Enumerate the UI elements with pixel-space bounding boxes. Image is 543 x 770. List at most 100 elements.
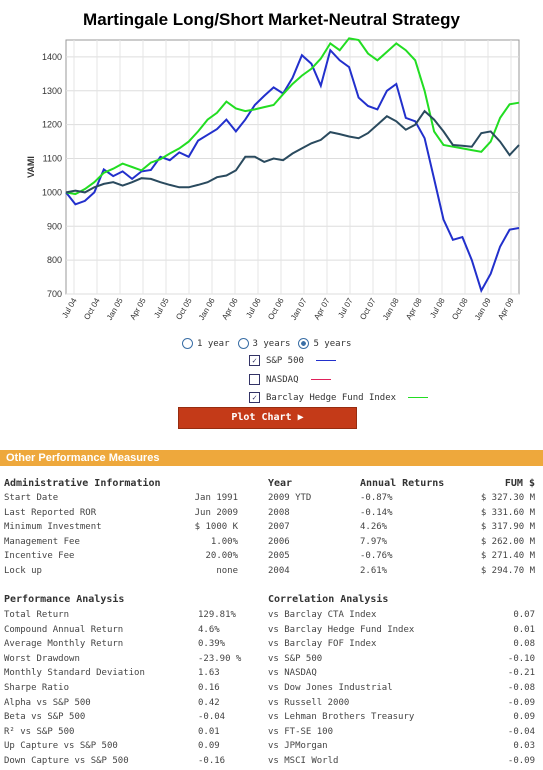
- corr-label: vs Barclay FOF Index: [268, 639, 377, 650]
- admin-label: Lock up: [4, 565, 42, 576]
- radio-3-years-label: 3 years: [252, 338, 291, 349]
- x-tick-label: Apr 09: [496, 296, 516, 321]
- x-tick-label: Oct 04: [82, 296, 102, 321]
- fum-heading: FUM $: [504, 478, 535, 489]
- admin-label: Last Reported ROR: [4, 507, 97, 518]
- x-tick-label: Oct 08: [450, 296, 470, 321]
- perf-label: Monthly Standard Deviation: [4, 668, 145, 679]
- perf-value: 4.6%: [198, 624, 220, 635]
- admin-label: Minimum Investment: [4, 522, 102, 532]
- annual-fum: $ 317.90 M: [480, 522, 535, 532]
- x-tick-label: Jul 05: [152, 296, 171, 319]
- perf-value: 1.63: [198, 668, 220, 679]
- compare-nasdaq-label: NASDAQ: [266, 374, 299, 385]
- annual-fum: $ 327.30 M: [480, 493, 535, 503]
- y-tick-label: 900: [47, 221, 62, 231]
- y-tick-label: 1400: [42, 52, 62, 62]
- compare-barclay-hf[interactable]: ✓ Barclay Hedge Fund Index: [249, 392, 429, 403]
- x-tick-label: Oct 05: [174, 296, 194, 321]
- compare-sp500[interactable]: ✓ S&P 500: [249, 355, 336, 366]
- checkbox-sp500[interactable]: ✓: [249, 355, 260, 366]
- corr-value: -0.08: [507, 683, 535, 693]
- perf-label: Total Return: [4, 610, 70, 620]
- x-tick-label: Jul 08: [428, 296, 447, 319]
- y-tick-label: 1200: [42, 120, 62, 130]
- checkbox-barclay-hf[interactable]: ✓: [249, 392, 260, 403]
- other-performance-header: Other Performance Measures: [0, 450, 543, 466]
- plot-chart-button[interactable]: Plot Chart ▶: [178, 407, 357, 429]
- admin-label: Start Date: [4, 493, 59, 503]
- perf-label: Beta vs S&P 500: [4, 712, 86, 723]
- corr-value: 0.01: [513, 624, 535, 635]
- barclay-hf-legend-swatch: [408, 397, 429, 398]
- corr-label: vs Lehman Brothers Treasury: [268, 712, 415, 723]
- admin-label: Incentive Fee: [4, 551, 75, 561]
- compare-barclay-hf-label: Barclay Hedge Fund Index: [266, 392, 397, 403]
- correlation-heading: Correlation Analysis: [268, 594, 389, 605]
- plot-area: [65, 39, 520, 295]
- perf-value: 0.42: [198, 697, 220, 708]
- corr-value: -0.10: [507, 653, 535, 664]
- annual-return: -0.87%: [360, 493, 393, 503]
- series-line-barclay-hedge-fund-index: [65, 37, 520, 196]
- annual-year: 2004: [268, 565, 290, 576]
- annual-year: 2007: [268, 522, 290, 532]
- period-selector: 1 year 3 years 5 years: [182, 338, 351, 349]
- nasdaq-legend-swatch: [310, 379, 331, 380]
- x-tick-label: Jan 08: [381, 296, 401, 322]
- corr-label: vs NASDAQ: [268, 668, 317, 679]
- x-tick-label: Apr 08: [404, 296, 424, 321]
- x-tick-label: Jan 09: [473, 296, 493, 322]
- perf-label: Compound Annual Return: [4, 624, 124, 635]
- corr-value: 0.07: [513, 610, 535, 620]
- annual-year: 2005: [268, 551, 290, 561]
- x-tick-label: Apr 06: [220, 296, 240, 321]
- admin-value: Jun 2009: [194, 507, 238, 518]
- x-tick-label: Jan 06: [197, 296, 217, 322]
- radio-1-year[interactable]: [182, 338, 193, 349]
- admin-value: none: [216, 565, 238, 576]
- year-heading: Year: [268, 478, 293, 489]
- checkbox-nasdaq[interactable]: [249, 374, 260, 385]
- corr-value: 0.09: [513, 712, 535, 723]
- x-tick-label: Apr 07: [312, 296, 332, 321]
- perf-label: Alpha vs S&P 500: [4, 697, 91, 708]
- corr-label: vs Dow Jones Industrial: [268, 683, 393, 693]
- corr-label: vs FT-SE 100: [268, 726, 334, 737]
- x-tick-label: Jul 06: [244, 296, 263, 319]
- perf-value: 0.09: [198, 741, 220, 752]
- performance-heading: Performance Analysis: [4, 594, 125, 605]
- annual-returns-heading: Annual Returns: [360, 478, 445, 489]
- perf-value: -0.04: [198, 712, 226, 723]
- corr-label: vs Barclay Hedge Fund Index: [268, 624, 415, 635]
- corr-label: vs JPMorgan: [268, 741, 328, 752]
- perf-label: Up Capture vs S&P 500: [4, 741, 118, 752]
- radio-5-years-label: 5 years: [313, 338, 352, 349]
- corr-label: vs Russell 2000: [268, 697, 350, 708]
- chart-title: Martingale Long/Short Market-Neutral Str…: [83, 10, 460, 29]
- radio-1-year-label: 1 year: [197, 338, 230, 349]
- compare-nasdaq[interactable]: NASDAQ: [249, 374, 331, 385]
- annual-fum: $ 262.00 M: [480, 536, 535, 547]
- x-tick-label: Oct 06: [266, 296, 286, 321]
- admin-value: 1.00%: [210, 536, 238, 547]
- corr-value: -0.21: [507, 668, 535, 679]
- perf-label: Down Capture vs S&P 500: [4, 756, 129, 766]
- series-line-martingale: [65, 109, 520, 194]
- corr-value: -0.04: [507, 726, 535, 737]
- radio-3-years[interactable]: [237, 338, 249, 349]
- radio-5-years[interactable]: [298, 338, 310, 349]
- x-tick-label: Jul 07: [336, 296, 355, 319]
- corr-label: vs Barclay CTA Index: [268, 610, 377, 620]
- admin-value: Jan 1991: [194, 493, 238, 503]
- corr-value: 0.03: [513, 741, 535, 752]
- y-tick-label: 700: [47, 289, 62, 299]
- perf-label: R² vs S&P 500: [4, 726, 75, 737]
- x-tick-label: Jan 07: [289, 296, 309, 322]
- annual-return: -0.14%: [360, 507, 393, 518]
- perf-label: Worst Drawdown: [4, 653, 80, 664]
- perf-value: 0.39%: [198, 639, 226, 650]
- perf-value: 129.81%: [198, 610, 236, 620]
- y-tick-label: 1000: [42, 187, 62, 197]
